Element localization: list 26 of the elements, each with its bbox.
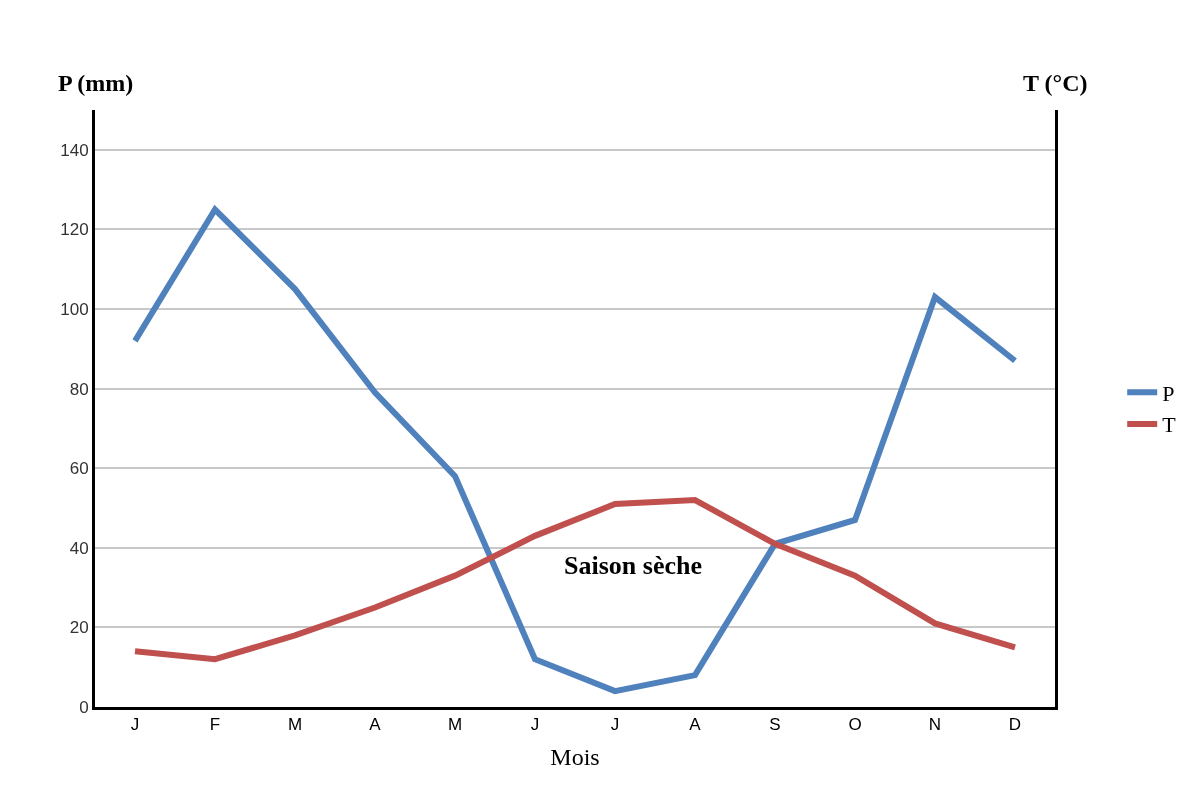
x-axis-title: Mois	[550, 743, 600, 770]
x-tick-label: J	[130, 715, 140, 735]
x-tick-label: J	[530, 715, 540, 735]
x-tick-label: M	[287, 715, 303, 735]
y-tick-label: 40	[69, 538, 89, 558]
x-tick-label: M	[447, 715, 463, 735]
y-axis-title: P (mm)	[58, 70, 134, 96]
annotation: Saison sèche	[564, 551, 702, 580]
y-tick-label: 60	[69, 459, 89, 479]
y-tick-label: 0	[79, 697, 89, 717]
y-tick-label: 100	[60, 299, 89, 319]
x-tick-label: D	[1008, 715, 1022, 735]
y-tick-label: 20	[69, 618, 89, 638]
y-tick-label: 140	[60, 140, 89, 160]
x-tick-label: O	[848, 715, 862, 735]
x-tick-label: S	[769, 715, 781, 735]
y-tick-label: 80	[69, 379, 89, 399]
x-tick-label: A	[689, 715, 702, 735]
y2-axis-title: T (°C)	[1023, 70, 1088, 96]
x-tick-label: F	[209, 715, 221, 735]
x-tick-label: A	[369, 715, 382, 735]
x-tick-label: J	[610, 715, 620, 735]
legend-label: P	[1162, 380, 1175, 406]
y-tick-label: 120	[60, 220, 89, 240]
legend-label: T	[1162, 412, 1177, 438]
x-tick-label: N	[928, 715, 942, 735]
